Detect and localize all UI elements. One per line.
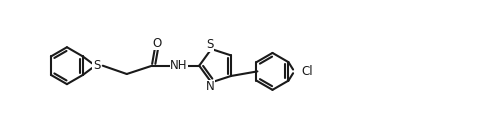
- Text: O: O: [152, 37, 161, 50]
- Text: S: S: [206, 38, 213, 51]
- Text: S: S: [93, 59, 100, 72]
- Text: N: N: [205, 81, 215, 93]
- Text: NH: NH: [170, 59, 188, 72]
- Text: Cl: Cl: [301, 65, 313, 78]
